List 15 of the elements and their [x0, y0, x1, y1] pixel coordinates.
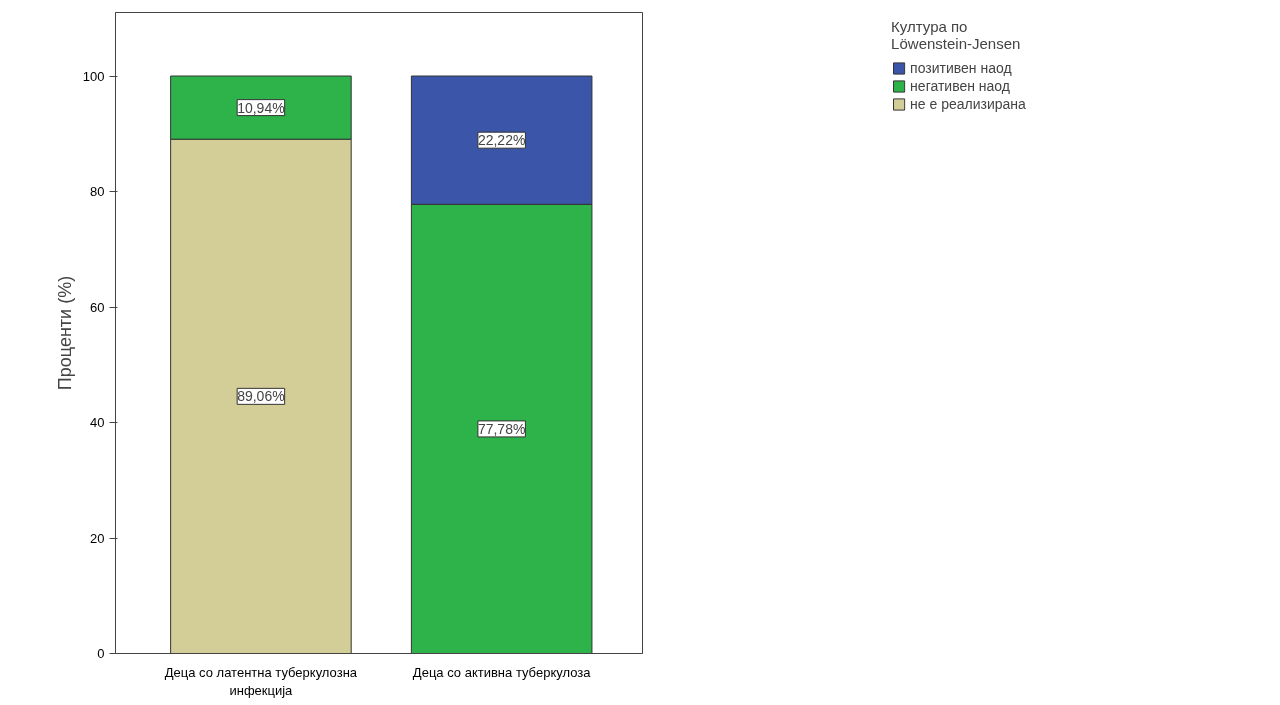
y-tick-label: 0	[97, 646, 105, 661]
y-tick-label: 80	[90, 184, 105, 200]
y-axis-title: Проценти (%)	[54, 275, 75, 391]
data-label: 22,22%	[477, 132, 526, 149]
y-tick-label: 20	[90, 530, 105, 546]
legend-title: Култура по Löwenstein-Jensen	[891, 18, 1022, 52]
legend-label: негативен наод	[910, 78, 1011, 94]
x-tick-label: Деца со латентна туберкулозна инфекција	[164, 664, 358, 698]
legend-label: не е реализирана	[910, 96, 1026, 112]
legend-label: позитивен наод	[910, 60, 1012, 76]
data-label: 77,78%	[477, 420, 526, 437]
y-tick-label: 40	[90, 415, 105, 431]
y-tick-label: 60	[90, 299, 105, 315]
x-tick-label: Деца со активна туберкулоза	[412, 664, 592, 680]
y-tick-label: 100	[82, 68, 105, 84]
